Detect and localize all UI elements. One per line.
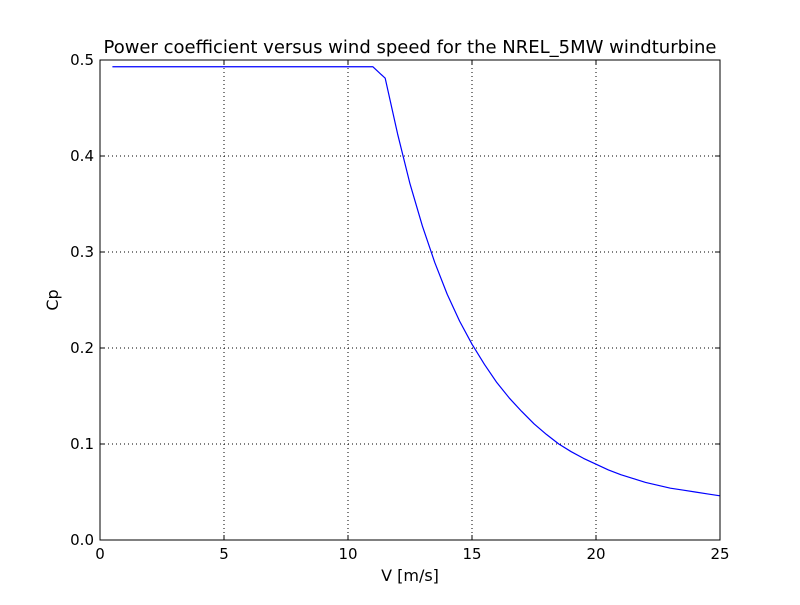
- x-tick-label: 15: [462, 545, 481, 563]
- chart-title: Power coefficient versus wind speed for …: [103, 37, 716, 58]
- x-tick-label: 25: [710, 545, 729, 563]
- y-tick-label: 0.2: [70, 339, 94, 357]
- grid: [100, 60, 720, 540]
- series-layer: [112, 66, 721, 497]
- y-axis-label: Cp: [43, 289, 62, 310]
- x-tick-label: 5: [219, 545, 229, 563]
- x-tick-label: 20: [586, 545, 605, 563]
- x-tick-label: 10: [338, 545, 357, 563]
- x-tick-label: 0: [95, 545, 105, 563]
- y-tick-label: 0.4: [70, 147, 94, 165]
- x-axis-label: V [m/s]: [381, 566, 439, 585]
- plot-frame: [99, 59, 721, 541]
- series-line: [112, 66, 721, 497]
- ticks: 0 5 10 15 20 25 0.0 0.1 0.2 0.3 0.4 0.5: [70, 51, 729, 563]
- y-tick-label: 0.1: [70, 435, 94, 453]
- y-tick-label: 0.5: [70, 51, 94, 69]
- y-tick-label: 0.0: [70, 531, 94, 549]
- y-tick-label: 0.3: [70, 243, 94, 261]
